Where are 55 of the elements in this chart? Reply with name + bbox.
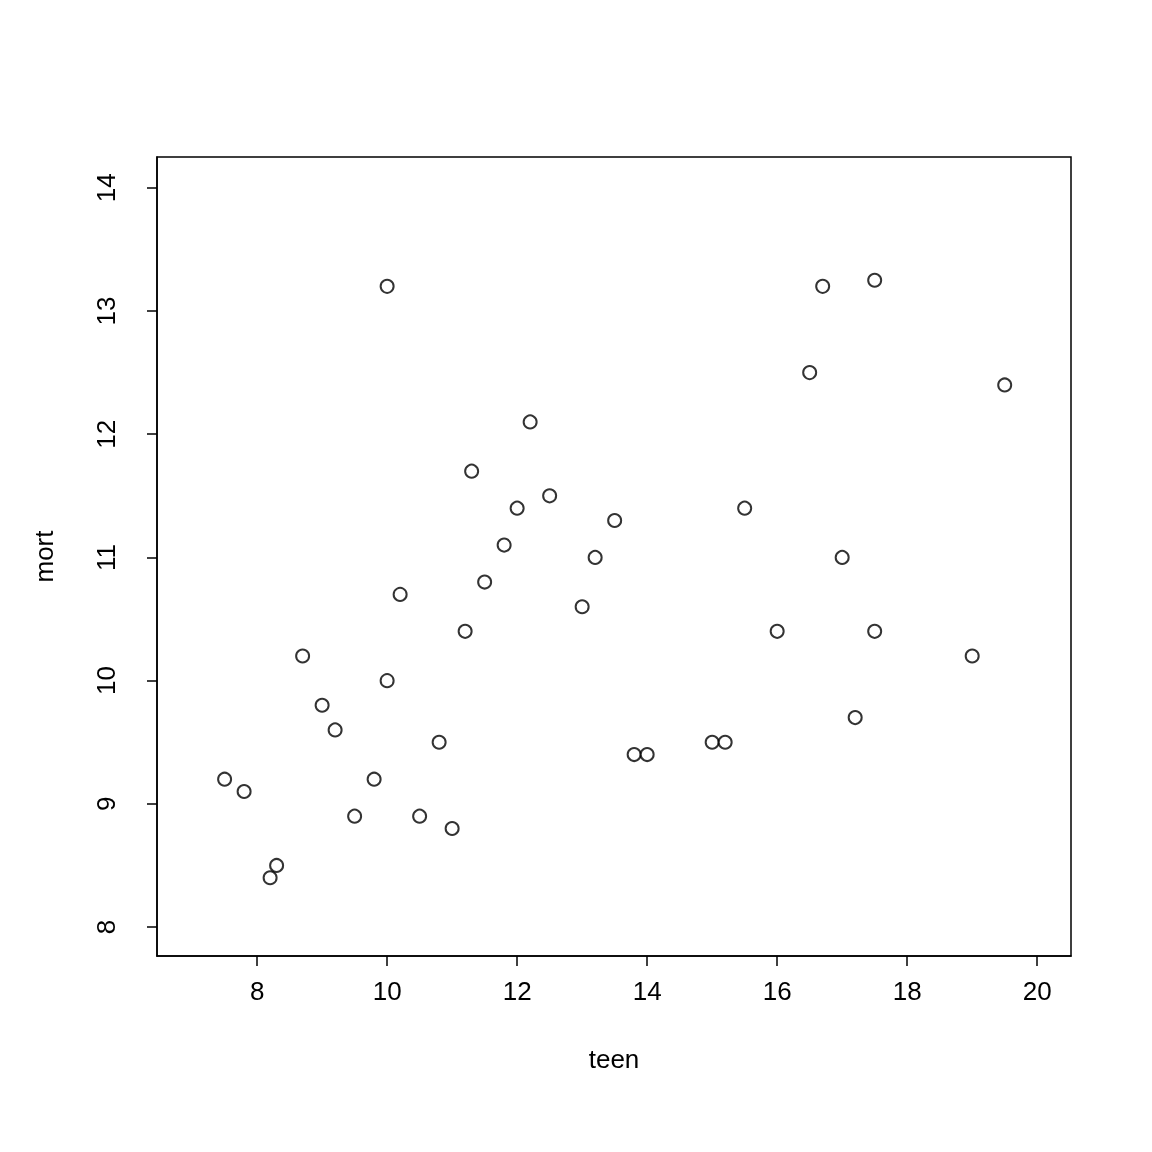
point [269,857,285,873]
point [392,586,408,602]
point [262,870,278,886]
x-tick-label: 16 [762,976,792,1006]
point [457,623,473,639]
point [496,537,512,553]
x-axis-title: teen [588,1044,640,1074]
point [509,500,525,516]
point [626,747,642,763]
point [295,648,311,664]
point [444,820,460,836]
point [477,574,493,590]
y-tick-label: 9 [91,796,121,812]
point [607,512,623,528]
point [997,377,1013,393]
point [464,463,480,479]
point [964,648,980,664]
point [639,747,655,763]
point [769,623,785,639]
point [737,500,753,516]
point [327,722,343,738]
point [834,549,850,565]
point [717,734,733,750]
y-tick-label: 11 [91,543,121,571]
point [802,365,818,381]
y-tick-label: 12 [91,419,121,449]
point [217,771,233,787]
x-tick-label: 14 [632,976,662,1006]
point [847,710,863,726]
point [347,808,363,824]
y-tick-label: 10 [91,666,121,696]
point [574,599,590,615]
point [522,414,538,430]
y-axis-title: mort [29,529,59,583]
y-tick-label: 14 [91,173,121,203]
point [366,771,382,787]
x-tick-label: 18 [892,976,922,1006]
x-tick-label: 20 [1022,976,1052,1006]
point [379,278,395,294]
point [236,784,252,800]
point [704,734,720,750]
point [587,549,603,565]
x-tick-label: 8 [249,976,265,1006]
point [815,278,831,294]
x-tick-label: 10 [372,976,402,1006]
point [379,673,395,689]
point [867,623,883,639]
point [867,272,883,288]
x-tick-label: 12 [502,976,532,1006]
y-tick-label: 13 [91,296,121,326]
y-tick-label: 8 [91,919,121,935]
point [431,734,447,750]
point [412,808,428,824]
point [542,488,558,504]
point [314,697,330,713]
